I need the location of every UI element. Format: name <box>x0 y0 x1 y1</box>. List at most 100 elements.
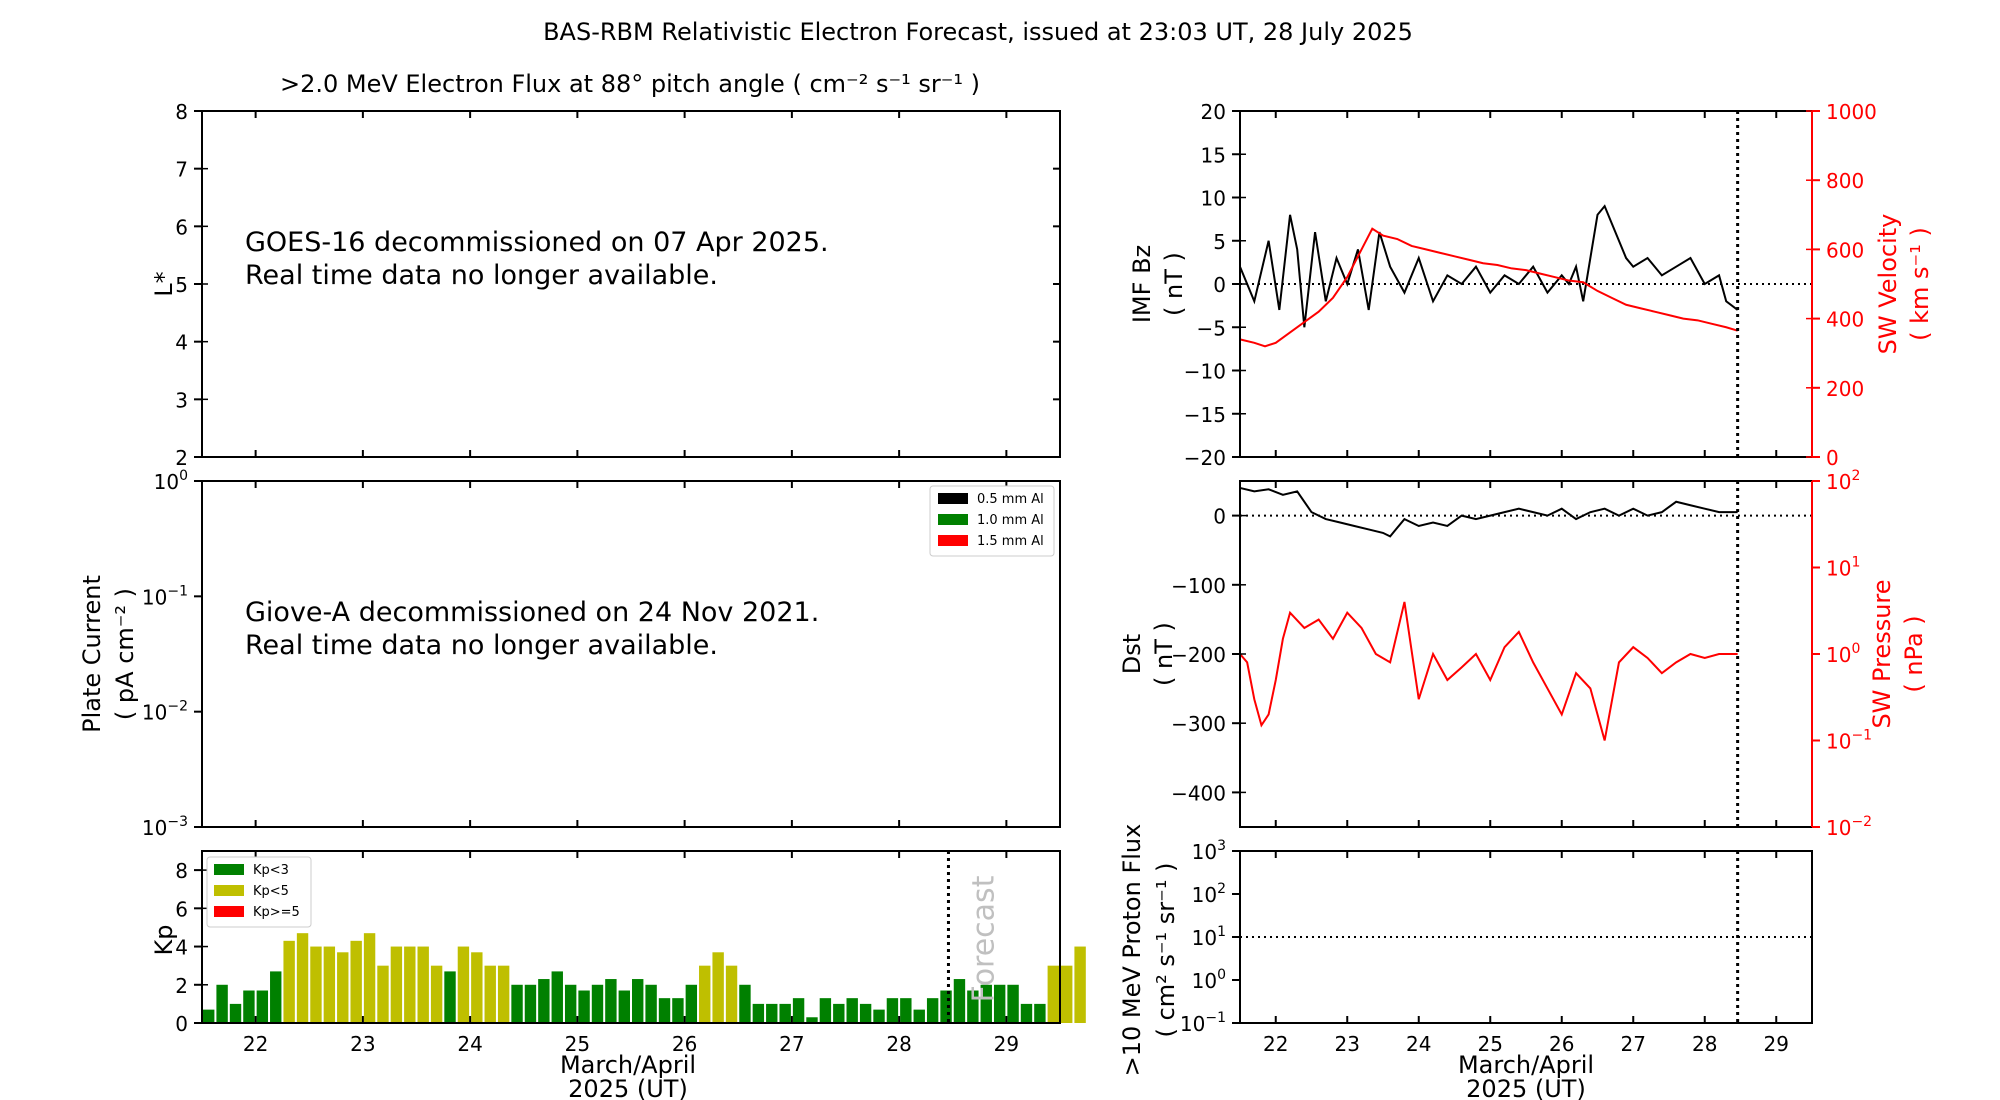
kp-bar <box>578 990 590 1023</box>
sw-velocity-y-tick-label: 0 <box>1826 446 1839 470</box>
kp-bar <box>618 990 630 1023</box>
dst-x-ticks <box>1274 481 1778 827</box>
kp-axes <box>201 850 1061 1024</box>
kp-legend-label-low: Kp<3 <box>253 863 289 878</box>
kp-bar <box>350 940 362 1023</box>
flux-y-tick-label: 8 <box>175 100 188 124</box>
sw-pressure-y-tick-label: 101 <box>1826 555 1860 581</box>
kp-bar <box>404 946 416 1023</box>
kp-bar <box>632 979 644 1023</box>
proton-x-tick-label: 24 <box>1406 1032 1431 1056</box>
kp-x-label-line-2: 2025 (UT) <box>568 1075 688 1100</box>
kp-bar <box>685 984 698 1023</box>
legend-label-0-5mm: 0.5 mm Al <box>977 492 1044 507</box>
kp-legend-swatch-mid <box>214 885 244 896</box>
plate-legend: 0.5 mm Al 1.0 mm Al 1.5 mm Al <box>929 485 1055 557</box>
kp-y-tick-label: 6 <box>175 897 188 921</box>
proton-x-tick-label: 28 <box>1692 1032 1717 1056</box>
imf-y-label-line-2: ( nT ) <box>1160 252 1188 316</box>
sw-pressure-y-tick-label: 100 <box>1826 641 1860 667</box>
kp-bar <box>886 998 899 1023</box>
kp-bar <box>444 971 456 1023</box>
kp-bar <box>739 984 751 1023</box>
sw-velocity-label-line-1: SW Velocity <box>1874 214 1902 355</box>
kp-bar <box>270 971 282 1023</box>
proton-y-tick-label: 101 <box>1192 924 1226 950</box>
sw-velocity-y-tick-label: 400 <box>1826 308 1864 332</box>
plate-axes <box>201 480 1061 828</box>
kp-bar <box>323 946 336 1023</box>
imf-panel: −20 −15 −10 −5 0 5 10 15 20 0 200 400 600 800 1000 IM… <box>1128 100 1934 470</box>
sw-pressure-label-line-2: ( nPa ) <box>1900 615 1928 692</box>
kp-bar <box>712 952 724 1023</box>
kp-bar <box>605 979 617 1023</box>
kp-bar <box>1061 965 1073 1023</box>
kp-x-label-line-1: March/April <box>560 1051 696 1079</box>
kp-y-ticks: 0 2 4 6 8 <box>175 859 208 1036</box>
kp-bar <box>551 971 563 1023</box>
imf-y-tick-label: −20 <box>1184 446 1226 470</box>
kp-bar <box>1047 965 1059 1023</box>
kp-forecast-label: Forecast <box>966 875 1001 1002</box>
kp-x-tick-label: 27 <box>779 1032 804 1056</box>
flux-notice-line-1: GOES-16 decommissioned on 07 Apr 2025. <box>245 227 829 258</box>
flux-y-tick-label: 4 <box>175 331 188 355</box>
sw-velocity-series <box>1239 227 1738 348</box>
dst-y-tick-label: −400 <box>1171 781 1226 805</box>
kp-bar <box>243 990 255 1023</box>
kp-bar <box>913 1009 925 1023</box>
kp-bar <box>779 1003 791 1023</box>
proton-panel: 10−1 100 101 102 103 22 23 24 25 26 27 28 29 >10 Me… <box>1118 824 1813 1100</box>
imf-y-tick-label: 10 <box>1201 187 1226 211</box>
plate-notice-line-1: Giove-A decommissioned on 24 Nov 2021. <box>245 597 819 628</box>
kp-x-tick-label: 25 <box>565 1032 590 1056</box>
imf-y-ticks-right: 0 200 400 600 800 1000 <box>1806 100 1877 470</box>
plate-y-label-line-1: Plate Current <box>78 575 106 733</box>
kp-bar <box>457 946 470 1023</box>
kp-bar <box>725 965 738 1023</box>
kp-bar <box>524 984 537 1023</box>
kp-y-tick-label: 8 <box>175 859 188 883</box>
kp-bar <box>766 1003 778 1023</box>
flux-x-ticks <box>254 111 1008 457</box>
proton-x-tick-label: 29 <box>1764 1032 1789 1056</box>
kp-bar <box>256 990 269 1023</box>
sw-velocity-y-tick-label: 800 <box>1826 169 1864 193</box>
kp-bar <box>1034 1003 1046 1023</box>
legend-label-1-0mm: 1.0 mm Al <box>977 513 1044 528</box>
imf-bz-series <box>1239 204 1739 328</box>
kp-bar <box>900 998 912 1023</box>
proton-y-label-line-1: >10 MeV Proton Flux <box>1118 824 1146 1077</box>
kp-bar <box>591 984 604 1023</box>
dst-y-ticks-right: 10−2 10−1 100 101 102 <box>1812 468 1872 840</box>
imf-y-tick-label: 5 <box>1213 230 1226 254</box>
legend-swatch-1-0mm <box>938 514 968 525</box>
kp-bar <box>471 952 483 1023</box>
sw-pressure-y-tick-label: 102 <box>1826 468 1860 494</box>
kp-bar <box>926 998 939 1023</box>
kp-bar <box>203 1009 215 1023</box>
kp-bar <box>658 998 671 1023</box>
plate-panel: 10−3 10−2 10−1 100 Plate Current ( pA cm⁻² … <box>78 468 1061 840</box>
kp-legend-swatch-low <box>214 864 244 875</box>
sw-pressure-label-line-1: SW Pressure <box>1868 579 1896 728</box>
plate-y-tick-label: 100 <box>154 468 188 494</box>
figure-title: BAS-RBM Relativistic Electron Forecast, … <box>543 18 1413 46</box>
dst-series <box>1239 486 1738 538</box>
plate-notice-line-2: Real time data no longer available. <box>245 630 718 661</box>
dst-y-tick-label: −200 <box>1171 643 1226 667</box>
proton-y-tick-label: 102 <box>1192 881 1226 907</box>
kp-bar <box>296 933 309 1023</box>
kp-bar <box>283 940 295 1023</box>
proton-x-tick-label: 25 <box>1478 1032 1503 1056</box>
legend-label-1-5mm: 1.5 mm Al <box>977 534 1044 549</box>
kp-bar <box>940 990 952 1023</box>
proton-x-ticks: 22 23 24 25 26 27 28 29 <box>1263 851 1789 1056</box>
imf-y-ticks-left: −20 −15 −10 −5 0 5 10 15 20 <box>1184 100 1246 470</box>
sw-velocity-y-tick-label: 600 <box>1826 238 1864 262</box>
kp-x-tick-label: 22 <box>243 1032 268 1056</box>
kp-bar <box>873 1009 885 1023</box>
kp-bar <box>967 990 979 1023</box>
